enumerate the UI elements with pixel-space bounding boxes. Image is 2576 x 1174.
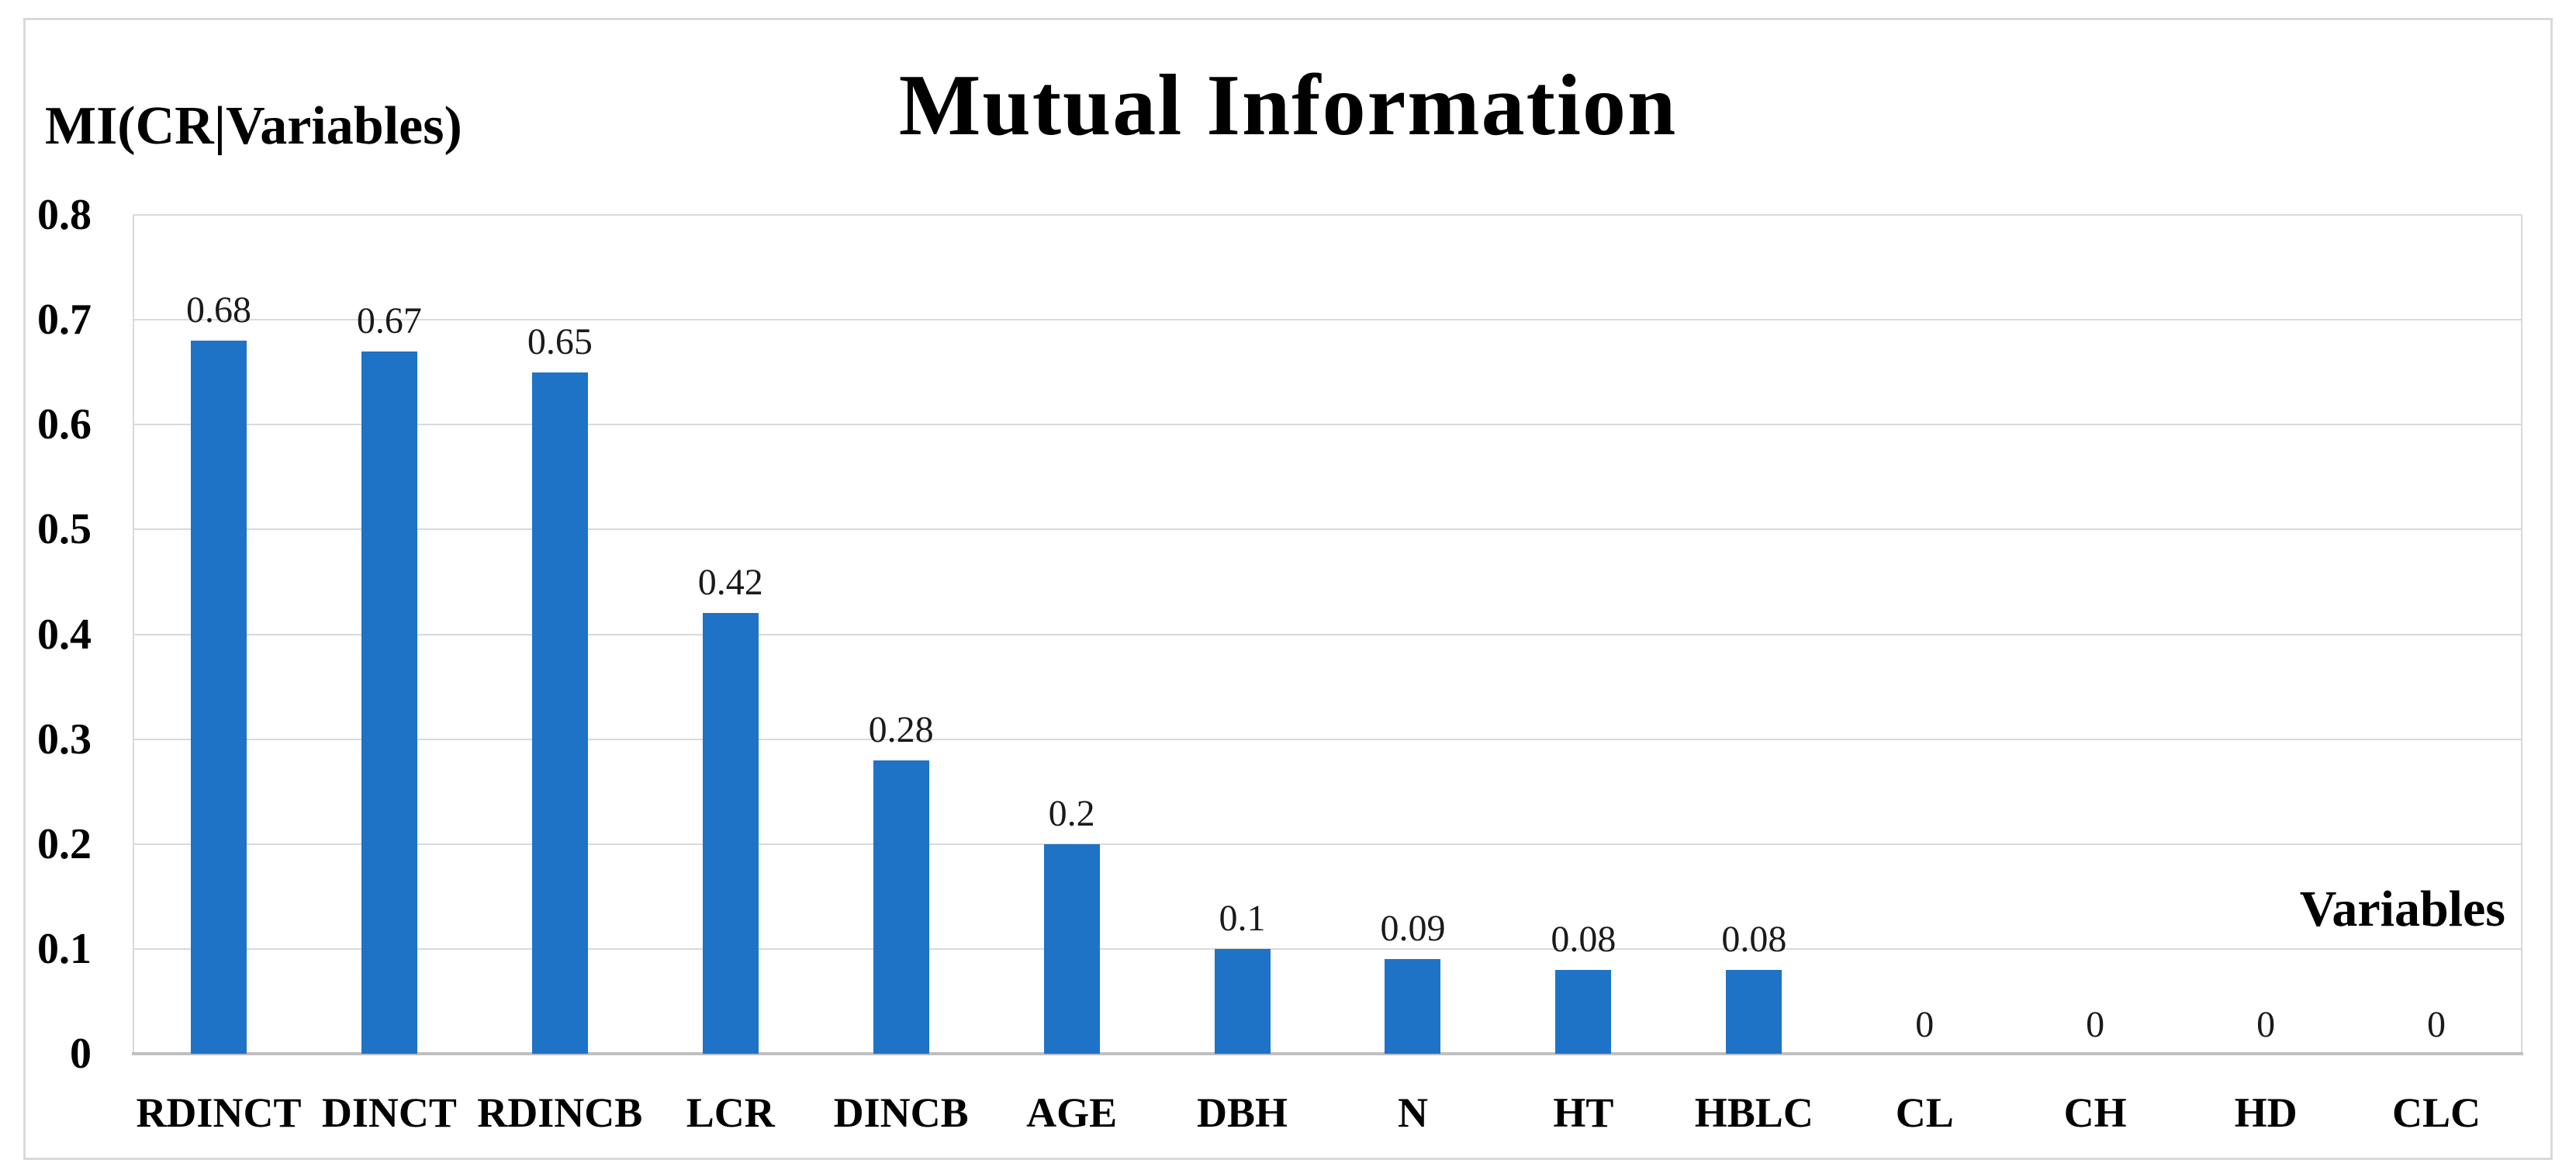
bar-value-label: 0.09 <box>1380 908 1446 950</box>
bar-value-label: 0.65 <box>527 320 593 362</box>
x-axis-label: Variables <box>2299 881 2505 937</box>
plot-border-left <box>133 215 134 1054</box>
x-axis-category-label: HD <box>2234 1089 2298 1136</box>
y-axis-tick-label: 0.3 <box>37 715 92 764</box>
bar-value-label: 0.28 <box>868 708 934 750</box>
x-axis-category-label: RDINCB <box>477 1089 643 1136</box>
x-axis-category-label: DBH <box>1197 1089 1288 1136</box>
y-gridline <box>133 738 2522 740</box>
y-axis-tick-label: 0.8 <box>37 191 92 239</box>
y-gridline <box>133 214 2522 216</box>
x-axis-category-label: RDINCT <box>136 1089 302 1136</box>
bar-value-label: 0.08 <box>1721 918 1787 960</box>
y-gridline <box>133 633 2522 635</box>
bar-value-label: 0 <box>2256 1004 2276 1045</box>
x-axis-category-label: DINCT <box>321 1089 457 1136</box>
bar-value-label: 0 <box>2086 1004 2105 1045</box>
chart-frame <box>23 18 2553 1160</box>
bar-value-label: 0.42 <box>697 562 763 604</box>
x-axis-category-label: CLC <box>2392 1089 2481 1136</box>
x-axis-category-label: HBLC <box>1694 1089 1814 1136</box>
x-axis-category-label: N <box>1397 1089 1428 1136</box>
bar-value-label: 0 <box>1915 1004 1935 1045</box>
y-axis-tick-label: 0.4 <box>37 610 92 659</box>
bar-value-label: 0 <box>2427 1004 2446 1045</box>
bar-age <box>1043 843 1100 1054</box>
chart-title: Mutual Information <box>898 57 1678 154</box>
y-axis-tick-label: 0.1 <box>37 924 92 973</box>
x-axis-category-label: CH <box>2063 1089 2127 1136</box>
bar-lcr <box>702 613 759 1054</box>
bar-ht <box>1555 969 1612 1054</box>
bar-dinct <box>361 351 417 1054</box>
bar-hblc <box>1726 969 1782 1054</box>
bar-value-label: 0.68 <box>185 289 251 331</box>
x-axis-category-label: AGE <box>1026 1089 1118 1136</box>
y-gridline <box>133 843 2522 845</box>
y-gridline <box>133 947 2522 950</box>
bar-rdinct <box>190 341 247 1054</box>
x-axis-line <box>132 1052 2523 1055</box>
bar-dincb <box>873 760 929 1054</box>
y-axis-label: MI(CR|Variables) <box>45 96 462 156</box>
y-gridline <box>133 424 2522 426</box>
bar-dbh <box>1214 948 1271 1054</box>
bar-value-label: 0.08 <box>1551 918 1616 960</box>
plot-border-right <box>2521 215 2522 1054</box>
y-axis-tick-label: 0.2 <box>37 819 92 868</box>
bar-value-label: 0.1 <box>1219 897 1266 939</box>
x-axis-category-label: DINCB <box>833 1089 969 1136</box>
y-axis-tick-label: 0.7 <box>37 296 92 345</box>
y-gridline <box>133 528 2522 531</box>
y-axis-tick-label: 0.6 <box>37 400 92 449</box>
bar-value-label: 0.2 <box>1048 792 1095 834</box>
x-axis-category-label: CL <box>1895 1089 1954 1136</box>
y-axis-tick-label: 0 <box>70 1030 92 1078</box>
y-gridline <box>133 319 2522 321</box>
x-axis-category-label: HT <box>1553 1089 1614 1136</box>
bar-n <box>1385 959 1441 1054</box>
bar-rdincb <box>531 372 588 1054</box>
y-axis-tick-label: 0.5 <box>37 505 92 554</box>
bar-value-label: 0.67 <box>356 300 422 341</box>
x-axis-category-label: LCR <box>686 1089 775 1136</box>
